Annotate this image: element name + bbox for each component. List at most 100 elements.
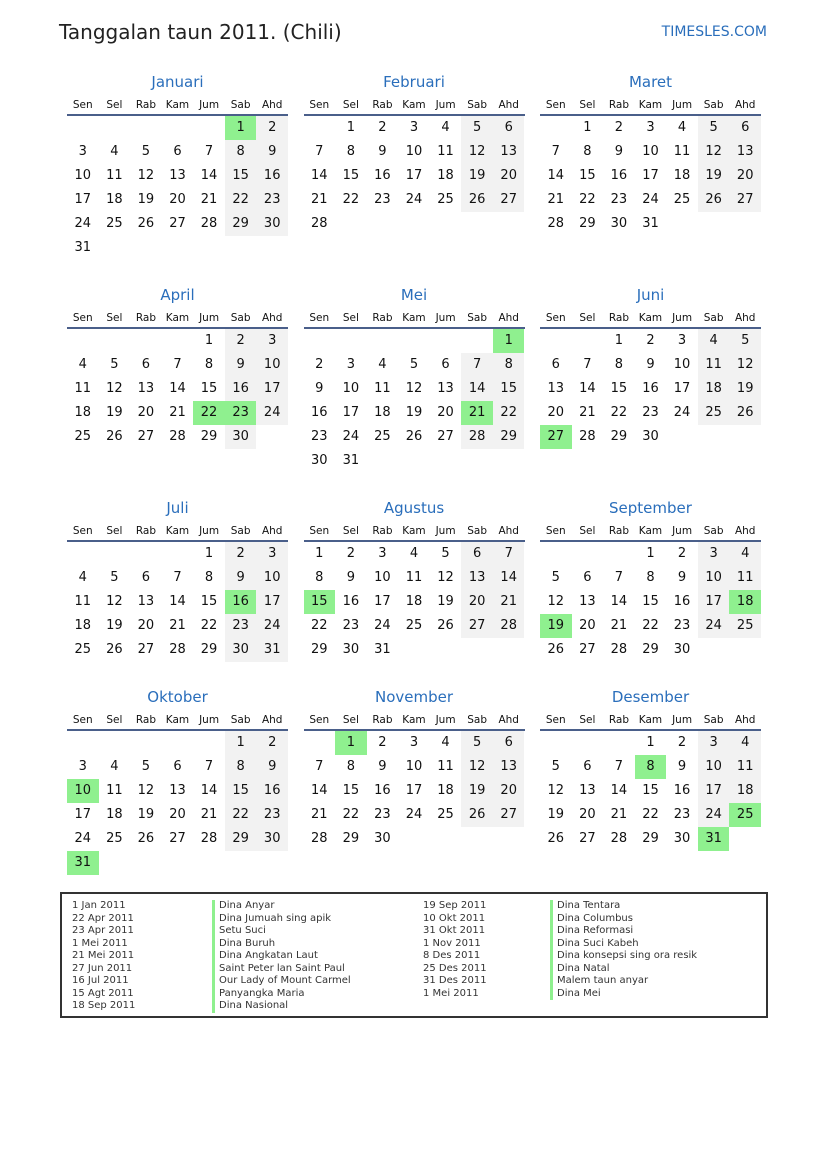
holiday-name: Panyangka Maria — [212, 987, 351, 1000]
day-cell: 19 — [137, 192, 155, 207]
day-cell: 8 — [224, 140, 257, 164]
day-cell: 13 — [492, 140, 525, 164]
day-cell: 28 — [200, 216, 218, 231]
holiday-day-cell: 10 — [67, 779, 99, 803]
day-cell: 4 — [729, 731, 761, 755]
weekday-label: Ahd — [734, 99, 756, 111]
day-cell: 12 — [106, 381, 123, 396]
weekday-label: Ahd — [734, 714, 756, 726]
day-cell: 1 — [346, 120, 355, 135]
day-cell: 12 — [106, 594, 123, 609]
day-cell: 20 — [169, 807, 186, 822]
empty-cell — [99, 329, 131, 353]
weekday-label: Sel — [342, 312, 359, 324]
day-cell: 29 — [311, 642, 328, 657]
weekday-label: Sel — [579, 312, 596, 324]
day-cell: 11 — [74, 594, 92, 609]
weekday-header: Sen Sel Rab Kam Jum Sab Ahd — [540, 709, 761, 731]
day-cell: 27 — [492, 803, 525, 827]
day-cell: 29 — [224, 827, 257, 851]
empty-cell — [130, 542, 162, 566]
day-cell: 1 — [614, 333, 624, 348]
month-name: Maret — [628, 73, 673, 91]
day-cell: 17 — [256, 590, 288, 614]
day-cell: 5 — [110, 570, 119, 585]
day-cell: 28 — [579, 429, 596, 444]
day-cell: 30 — [224, 638, 257, 662]
day-cell: 14 — [200, 168, 218, 183]
day-cell: 27 — [492, 188, 525, 212]
weekday-label: Jum — [435, 525, 456, 537]
empty-cell — [67, 116, 99, 140]
brand-link[interactable]: TIMESLES.COM — [661, 24, 767, 40]
month-row: Januari Sen Sel Rab Kam Jum Sab Ahd 1 2 3 4 5 6 7 8 9 10 1… — [67, 70, 761, 260]
holiday-name: Dina Nasional — [212, 1000, 351, 1013]
weekday-label: Sab — [703, 312, 724, 324]
day-cell: 24 — [673, 405, 691, 420]
holiday-name: Dina Natal — [550, 962, 697, 975]
weekday-header: Sen Sel Rab Kam Jum Sab Ahd — [540, 520, 761, 542]
legend-dates-column: 1 Jan 2011 22 Apr 2011 23 Apr 2011 1 Mei 20… — [72, 900, 135, 1013]
holiday-name: Dina Columbus — [550, 912, 697, 925]
day-cell: 28 — [492, 614, 525, 638]
day-cell: 23 — [256, 803, 288, 827]
day-cell: 17 — [374, 594, 391, 609]
day-cell: 29 — [642, 642, 659, 657]
day-cell: 5 — [110, 357, 119, 372]
day-cell: 15 — [642, 783, 659, 798]
weekday-header: Sen Sel Rab Kam Jum Sab Ahd — [67, 307, 288, 329]
day-cell: 4 — [110, 759, 119, 774]
weekday-label: Sen — [309, 312, 330, 324]
weekday-label: Ahd — [734, 525, 756, 537]
day-cell: 20 — [437, 405, 454, 420]
empty-cell — [193, 731, 225, 755]
day-cell: 24 — [697, 614, 730, 638]
day-cell: 14 — [461, 377, 493, 401]
day-cell: 3 — [646, 120, 655, 135]
day-cell: 10 — [74, 168, 92, 183]
weekday-label: Sen — [545, 312, 566, 324]
holiday-date: 25 Des 2011 — [423, 962, 487, 974]
month-row: April Sen Sel Rab Kam Jum Sab Ahd 1 2 3 4 5 6 7 8 9 10 11 1… — [67, 283, 761, 473]
day-cell: 13 — [437, 381, 454, 396]
day-cell: 2 — [346, 546, 355, 561]
empty-cell — [540, 542, 572, 566]
day-cell: 22 — [642, 618, 659, 633]
holiday-date: 10 Okt 2011 — [423, 912, 486, 924]
holiday-day-cell: 25 — [729, 803, 761, 827]
day-cell: 4 — [110, 144, 119, 159]
holiday-date: 16 Jul 2011 — [72, 975, 129, 986]
weekday-label: Ahd — [498, 525, 519, 537]
day-cell: 5 — [551, 759, 560, 774]
day-cell: 3 — [677, 333, 687, 348]
day-cell: 25 — [729, 614, 761, 638]
empty-cell — [304, 731, 336, 755]
day-cell: 27 — [579, 831, 596, 846]
weekday-label: Jum — [672, 525, 693, 537]
day-cell: 18 — [74, 618, 92, 633]
day-cell: 20 — [461, 590, 493, 614]
days-grid: 1 2 3 4 5 6 7 8 9 10 11 12 13 14 15 16 17 18 19 20 21 22 23 24 2… — [67, 542, 288, 662]
day-cell: 25 — [106, 831, 123, 846]
day-cell: 28 — [311, 831, 328, 846]
day-cell: 6 — [173, 759, 182, 774]
day-cell: 28 — [547, 216, 565, 231]
weekday-header: Sen Sel Rab Kam Jum Sab Ahd — [303, 520, 525, 542]
month-name: Januari — [151, 73, 204, 91]
day-cell: 17 — [642, 168, 659, 183]
holiday-name: Malem taun anyar — [550, 975, 697, 988]
day-cell: 24 — [374, 618, 391, 633]
legend-dates-column: 19 Sep 2011 10 Okt 2011 31 Okt 2011 1 Nov 2… — [423, 900, 487, 1000]
day-cell: 23 — [342, 618, 360, 633]
day-cell: 15 — [224, 164, 257, 188]
day-cell: 16 — [256, 779, 288, 803]
holiday-day-cell: 18 — [729, 590, 761, 614]
empty-cell — [162, 116, 194, 140]
day-cell: 1 — [315, 546, 324, 561]
day-cell: 9 — [346, 570, 355, 585]
holiday-date: 31 Okt 2011 — [423, 925, 486, 936]
day-cell: 21 — [610, 807, 628, 822]
day-cell: 25 — [673, 192, 691, 207]
month-name: April — [160, 286, 195, 304]
day-cell: 14 — [547, 168, 565, 183]
